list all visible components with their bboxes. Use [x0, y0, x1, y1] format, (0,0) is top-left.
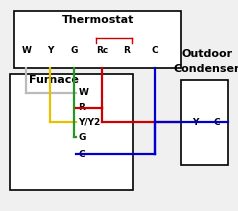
- Text: Rc: Rc: [96, 46, 109, 55]
- Text: Furnace: Furnace: [29, 75, 79, 85]
- Text: G: G: [79, 133, 86, 142]
- FancyBboxPatch shape: [14, 11, 181, 68]
- Text: Outdoor: Outdoor: [182, 49, 233, 59]
- Text: C: C: [79, 150, 85, 158]
- Text: C: C: [213, 118, 220, 127]
- Text: R: R: [79, 103, 85, 112]
- Text: Condenser: Condenser: [174, 64, 238, 74]
- FancyBboxPatch shape: [181, 80, 228, 165]
- FancyBboxPatch shape: [10, 74, 133, 190]
- Text: Y: Y: [192, 118, 198, 127]
- Text: W: W: [79, 88, 88, 97]
- Text: W: W: [21, 46, 31, 55]
- Text: G: G: [70, 46, 77, 55]
- Text: R: R: [123, 46, 129, 55]
- Text: Y: Y: [47, 46, 53, 55]
- Text: Y/Y2: Y/Y2: [79, 118, 101, 127]
- Text: Thermostat: Thermostat: [61, 15, 134, 25]
- Text: C: C: [151, 46, 158, 55]
